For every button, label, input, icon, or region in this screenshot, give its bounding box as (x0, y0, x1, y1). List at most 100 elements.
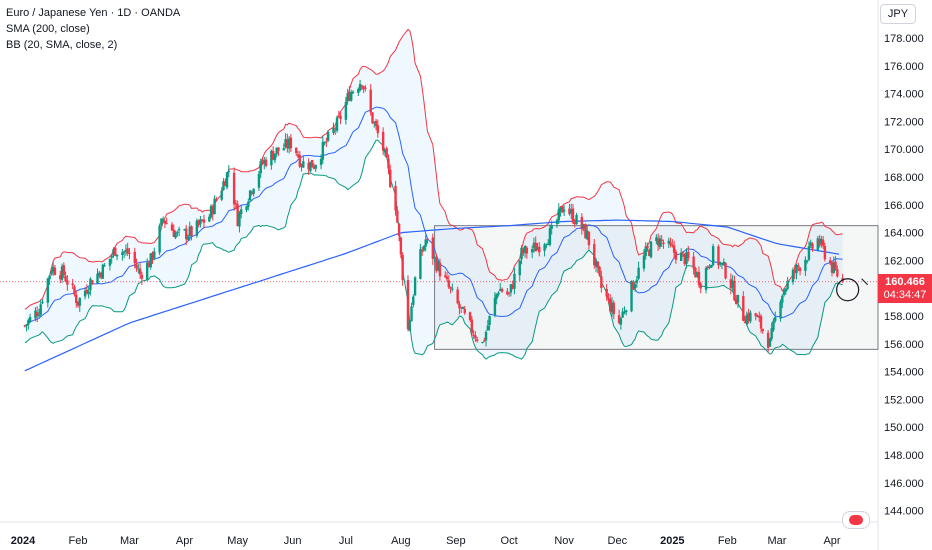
candle-body (745, 314, 749, 325)
candle-body (720, 263, 724, 265)
price-tick-label: 170.000 (884, 144, 924, 156)
chart-legend: Euro / Japanese Yen · 1D · OANDA SMA (20… (6, 5, 180, 53)
candle-body (807, 246, 811, 260)
price-tick-label: 178.000 (884, 33, 924, 45)
candle-body (339, 115, 342, 120)
candle-body (151, 252, 154, 260)
candle-body (247, 201, 250, 208)
candle-body (433, 256, 436, 258)
candle-body (48, 275, 51, 280)
candle-body (605, 288, 608, 297)
candle-body (161, 218, 165, 220)
candle-body (484, 331, 488, 341)
candle-body (449, 287, 452, 289)
candle-body (532, 242, 536, 248)
candle-body (463, 308, 466, 314)
candle-body (103, 265, 106, 267)
candle-body (500, 289, 504, 292)
candle-body (711, 246, 715, 265)
candle-body (170, 224, 174, 231)
candle-body (385, 148, 388, 158)
candle-body (46, 278, 50, 303)
price-tick-label: 152.000 (884, 394, 924, 406)
chart-logo-icon[interactable] (842, 511, 870, 529)
candle-body (271, 151, 275, 160)
candle-body (138, 268, 142, 275)
candle-body (497, 292, 500, 295)
currency-button[interactable]: JPY (880, 4, 916, 24)
candle-body (557, 209, 560, 221)
candle-body (101, 264, 105, 279)
candle-body (383, 149, 387, 153)
candle-body (360, 85, 364, 87)
price-tick-label: 150.000 (884, 422, 924, 434)
candle-body (513, 273, 516, 289)
candle-body (717, 246, 720, 266)
candle-body (224, 181, 227, 187)
candle-body (112, 248, 115, 256)
candle-body (222, 181, 225, 191)
candle-body (660, 239, 663, 242)
time-tick-label: 2025 (660, 535, 684, 547)
sma200-line (24, 219, 840, 372)
candle-body (257, 173, 261, 188)
candle-body (821, 239, 825, 246)
candle-body (99, 273, 103, 278)
candle-body (655, 237, 658, 242)
candle-body (495, 294, 498, 299)
candle-body (234, 203, 238, 205)
candle-body (694, 267, 697, 278)
candle-body (612, 302, 615, 314)
time-tick-label: Dec (608, 535, 628, 547)
candle-body (523, 246, 527, 253)
candle-body (71, 283, 74, 286)
candle-body (78, 297, 81, 306)
candle-body (225, 172, 229, 188)
candle-body (160, 218, 163, 226)
candle-body (376, 125, 380, 134)
sma-indicator-label[interactable]: SMA (200, close) (6, 23, 90, 35)
candle-body (507, 292, 511, 294)
candle-body (39, 304, 42, 315)
candle-body (374, 120, 378, 127)
candle-body (623, 311, 626, 313)
candle-body (431, 237, 435, 259)
candle-body (793, 269, 796, 273)
candle-body (772, 320, 775, 330)
candle-body (350, 92, 353, 101)
candle-body (534, 242, 537, 252)
candle-body (90, 280, 94, 285)
candle-body (587, 231, 591, 246)
candle-body (644, 246, 647, 257)
candle-body (548, 228, 552, 246)
candle-body (781, 295, 784, 303)
candle-body (522, 248, 525, 254)
candle-body (573, 222, 576, 225)
candle-body (325, 141, 328, 143)
symbol-title[interactable]: Euro / Japanese Yen · 1D · OANDA (6, 7, 181, 19)
candle-body (642, 255, 646, 269)
candle-body (83, 290, 87, 297)
candle-body (185, 228, 188, 240)
candle-body (344, 101, 348, 120)
candle-body (562, 209, 566, 212)
candle-body (351, 91, 355, 93)
candle-body (486, 325, 490, 331)
candle-body (499, 289, 502, 292)
candle-body (719, 262, 722, 265)
bb-indicator-label[interactable]: BB (20, SMA, close, 2) (6, 39, 118, 51)
candle-body (323, 142, 326, 144)
candle-body (319, 158, 323, 165)
candle-body (671, 244, 674, 247)
candle-body (62, 265, 66, 276)
candle-body (128, 252, 131, 254)
candle-body (809, 242, 812, 246)
price-tick-label: 172.000 (884, 116, 924, 128)
candle-body (197, 220, 200, 226)
candle-body (681, 251, 685, 253)
candle-body (506, 291, 509, 295)
candle-body (683, 253, 686, 265)
candle-body (648, 249, 651, 256)
candle-body (110, 256, 113, 258)
